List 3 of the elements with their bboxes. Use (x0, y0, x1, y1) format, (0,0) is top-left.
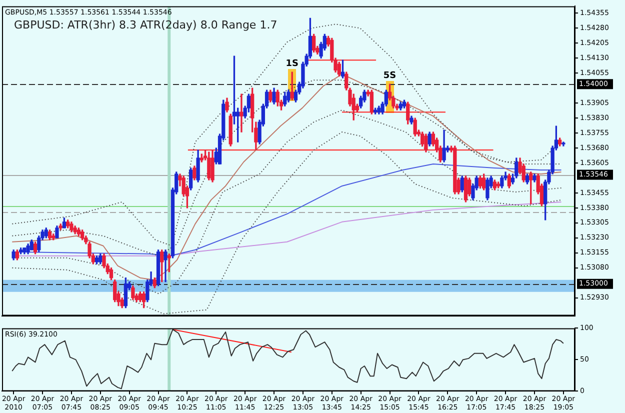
annotation: 5S (383, 70, 396, 81)
text: GBPUSD: ATR(3hr) 8.3 ATR(2day) 8.0 Range 1.7 (14, 18, 278, 32)
annotation: 1S (286, 58, 298, 69)
